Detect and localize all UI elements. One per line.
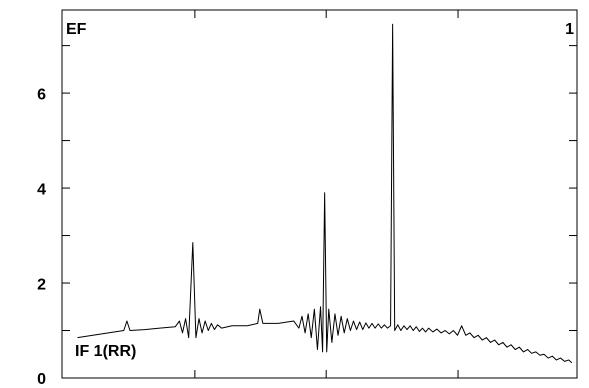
annotation: IF 1(RR) — [75, 343, 136, 360]
y-tick-label: 4 — [37, 181, 46, 198]
y-tick-label: 6 — [37, 86, 46, 103]
y-tick-label: 0 — [37, 371, 46, 388]
annotation: EF — [66, 21, 87, 38]
data-line — [77, 23, 573, 364]
y-tick-label: 2 — [37, 276, 46, 293]
annotation: 1 — [565, 21, 574, 38]
plot-frame — [61, 9, 578, 379]
